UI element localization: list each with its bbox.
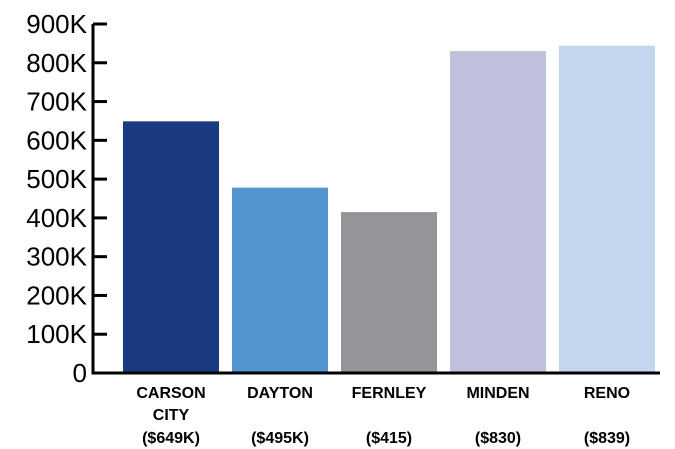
x-category-value-label: ($415) bbox=[366, 430, 412, 447]
y-tick-label: 400K bbox=[26, 203, 87, 233]
y-axis-ticks: 0 100K 200K 300K 400K 500K 600K 700K 800K 900K bbox=[26, 9, 107, 388]
y-tick-label: 100K bbox=[26, 319, 87, 349]
x-axis-labels: CARSON CITY ($649K) DAYTON ($495K) FERNLEY ($4… bbox=[136, 385, 630, 447]
y-tick-label: 500K bbox=[26, 164, 87, 194]
bars bbox=[123, 45, 655, 374]
x-category-value-label: ($495K) bbox=[251, 430, 309, 447]
y-tick-label: 900K bbox=[26, 9, 87, 39]
y-tick-label: 0 bbox=[73, 358, 87, 388]
x-category-label: CARSON bbox=[136, 385, 205, 402]
bar bbox=[123, 121, 219, 374]
bar bbox=[559, 45, 655, 374]
x-category-label: DAYTON bbox=[247, 385, 313, 402]
x-category-label: CITY bbox=[153, 407, 190, 424]
x-category-value-label: ($839) bbox=[584, 430, 630, 447]
x-category-value-label: ($830) bbox=[475, 430, 521, 447]
y-tick-label: 800K bbox=[26, 48, 87, 78]
x-category-label: FERNLEY bbox=[352, 385, 427, 402]
x-category-value-label: ($649K) bbox=[142, 430, 200, 447]
x-category-label: RENO bbox=[584, 385, 630, 402]
x-category-label: MINDEN bbox=[466, 385, 529, 402]
y-tick-label: 600K bbox=[26, 125, 87, 155]
y-tick-label: 700K bbox=[26, 87, 87, 117]
y-tick-label: 300K bbox=[26, 242, 87, 272]
bar bbox=[341, 212, 437, 373]
bar bbox=[232, 187, 328, 373]
y-tick-label: 200K bbox=[26, 280, 87, 310]
bar bbox=[450, 51, 546, 374]
